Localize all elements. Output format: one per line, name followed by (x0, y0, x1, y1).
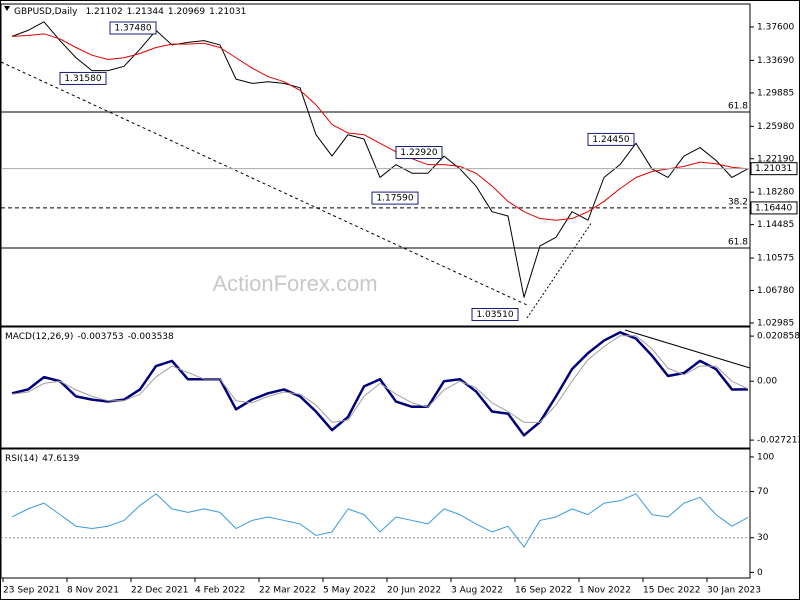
price-header: GBPUSD,Daily 1.21102 1.21344 1.20969 1.21031 (14, 7, 246, 17)
x-tick-label: 1 Nov 2022 (579, 586, 631, 596)
y-tick-label: 0.020858 (757, 332, 800, 342)
rsi-header: RSI(14) 47.6139 (5, 454, 80, 464)
x-tick-label: 20 Jun 2022 (387, 586, 441, 596)
watermark: ActionForex.com (212, 271, 377, 296)
fib-label: 61.8 (728, 237, 748, 247)
price-label-box (109, 21, 157, 35)
price-label: 1.24450 (592, 135, 629, 145)
open: 1.21102 (85, 7, 122, 17)
price-label-box (371, 191, 419, 205)
price-label-box (587, 132, 635, 146)
symbol: GBPUSD,Daily (14, 7, 78, 17)
macd-header: MACD(12,26,9) -0.003753 -0.003538 (5, 332, 174, 342)
macd-title: MACD(12,26,9) (5, 332, 73, 342)
series-line (11, 33, 749, 221)
trend-line (0, 61, 528, 306)
y-tick-label: 1.22190 (757, 154, 794, 164)
price-label: 1.03510 (476, 310, 513, 320)
price-frame (0, 3, 751, 327)
y-tick-label: 0.00 (757, 377, 777, 387)
y-tick-label: 1.02985 (757, 318, 794, 328)
axis-marker (750, 201, 798, 215)
y-tick-label: 1.06780 (757, 286, 794, 296)
x-tick-label: 22 Mar 2022 (259, 586, 316, 596)
axis-marker-label: 1.16440 (755, 203, 792, 213)
rsi-frame (0, 448, 751, 579)
close: 1.21031 (209, 7, 246, 17)
price-label-box (395, 146, 443, 160)
y-tick-label: 1.14485 (757, 220, 794, 230)
x-tick-label: 5 May 2022 (323, 586, 376, 596)
x-tick-label: 8 Nov 2021 (67, 586, 119, 596)
axis-marker (750, 162, 798, 176)
menu-arrow (4, 6, 10, 11)
y-tick-label: 1.18280 (757, 188, 794, 198)
series-line (11, 493, 749, 548)
y-tick-label: 1.25980 (757, 122, 794, 132)
y-tick-label: 100 (757, 452, 774, 462)
axis-marker-label: 1.21031 (755, 164, 792, 174)
y-tick-label: 1.29885 (757, 88, 794, 98)
price-label-box (59, 71, 107, 85)
fib-label: 61.8 (728, 101, 748, 111)
plot-area (11, 331, 749, 437)
macd-trend-line (624, 329, 751, 369)
high: 1.21344 (127, 7, 164, 17)
x-tick-label: 3 Aug 2022 (451, 586, 503, 596)
y-tick-label: 1.10575 (757, 254, 794, 264)
y-tick-label: 30 (757, 533, 769, 543)
y-tick-label: 1.37600 (757, 22, 794, 32)
price-label: 1.17590 (376, 194, 413, 204)
trend-line (526, 221, 593, 319)
macd-frame (0, 326, 751, 449)
price-label: 1.31580 (64, 74, 101, 84)
x-tick-label: 16 Sep 2022 (515, 586, 572, 596)
plot-area (1, 21, 750, 298)
price-label: 1.22920 (400, 148, 437, 158)
x-tick-label: 23 Sep 2021 (3, 586, 60, 596)
x-tick-label: 15 Dec 2022 (643, 586, 701, 596)
rsi-title: RSI(14) (5, 454, 38, 464)
y-tick-label: 70 (757, 487, 769, 497)
y-tick-label: -0.027213 (757, 436, 800, 446)
y-tick-label: 0 (757, 568, 763, 578)
x-tick-label: 4 Feb 2022 (195, 586, 245, 596)
y-tick-label: 1.33690 (757, 56, 794, 66)
fib-label: 38.2 (728, 197, 748, 207)
price-label: 1.37480 (114, 24, 151, 34)
rsi-value: 47.6139 (42, 454, 79, 464)
low: 1.20969 (168, 7, 205, 17)
macd-value: -0.003753 (77, 332, 123, 342)
series-line (11, 331, 749, 437)
series-line (11, 335, 749, 423)
price-label-box (471, 308, 519, 322)
plot-area (11, 493, 749, 548)
x-tick-label: 22 Dec 2021 (131, 586, 189, 596)
signal-value: -0.003538 (128, 332, 174, 342)
x-tick-label: 30 Jan 2023 (707, 586, 761, 596)
